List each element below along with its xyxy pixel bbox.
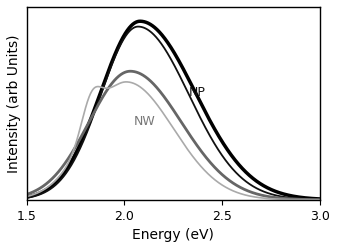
Text: NP: NP — [189, 86, 206, 99]
X-axis label: Energy (eV): Energy (eV) — [132, 228, 214, 242]
Y-axis label: Intensity (arb Units): Intensity (arb Units) — [7, 34, 21, 173]
Text: NW: NW — [134, 115, 156, 128]
